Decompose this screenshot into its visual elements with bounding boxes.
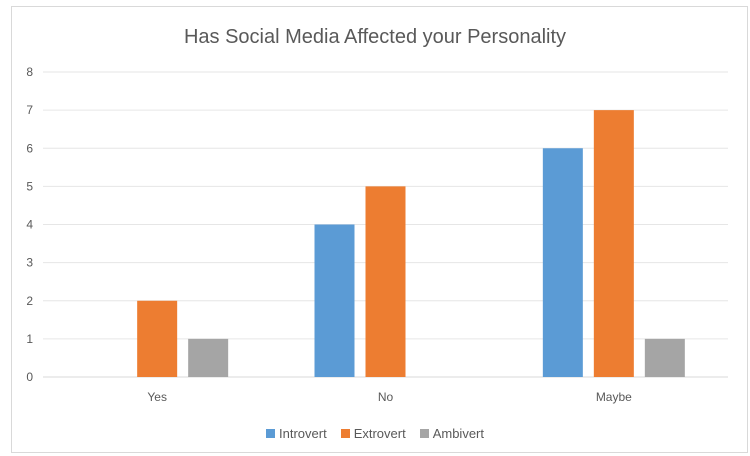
- y-tick-label: 2: [26, 294, 33, 308]
- y-tick-label: 5: [26, 179, 33, 193]
- legend-label-ambivert: Ambivert: [432, 426, 484, 441]
- legend-swatch-extrovert: [340, 429, 350, 438]
- bar-ambivert-yes: [188, 338, 229, 377]
- bar-ambivert-maybe: [644, 338, 685, 377]
- y-tick-label: 6: [26, 141, 33, 155]
- bar-introvert-maybe: [542, 148, 583, 377]
- y-tick-label: 0: [26, 370, 33, 384]
- y-tick-label: 8: [26, 65, 33, 79]
- legend-swatch-introvert: [266, 429, 275, 438]
- legend-label-extrovert: Extrovert: [353, 426, 406, 441]
- bar-extrovert-no: [365, 186, 406, 377]
- x-tick-label: Maybe: [596, 390, 632, 404]
- x-tick-label: Yes: [147, 390, 167, 404]
- legend: Introvert Extrovert Ambivert: [0, 426, 750, 441]
- y-tick-label: 1: [26, 332, 33, 346]
- legend-label-introvert: Introvert: [279, 426, 327, 441]
- chart-title: Has Social Media Affected your Personali…: [183, 26, 567, 48]
- bar-extrovert-maybe: [593, 110, 634, 377]
- legend-item-extrovert: Extrovert: [340, 426, 406, 441]
- bar-introvert-no: [314, 224, 355, 377]
- bars: [137, 110, 685, 377]
- legend-item-introvert: Introvert: [266, 426, 327, 441]
- x-tick-label: No: [378, 390, 394, 404]
- y-tick-label: 7: [26, 103, 33, 117]
- y-axis-ticks: 0 1 2 3 4 5 6 7 8: [26, 65, 33, 384]
- x-axis-ticks: Yes No Maybe: [147, 390, 632, 404]
- bar-extrovert-yes: [137, 300, 178, 377]
- y-tick-label: 4: [26, 218, 33, 232]
- y-tick-label: 3: [26, 256, 33, 270]
- legend-swatch-ambivert: [419, 429, 429, 438]
- legend-item-ambivert: Ambivert: [419, 426, 484, 441]
